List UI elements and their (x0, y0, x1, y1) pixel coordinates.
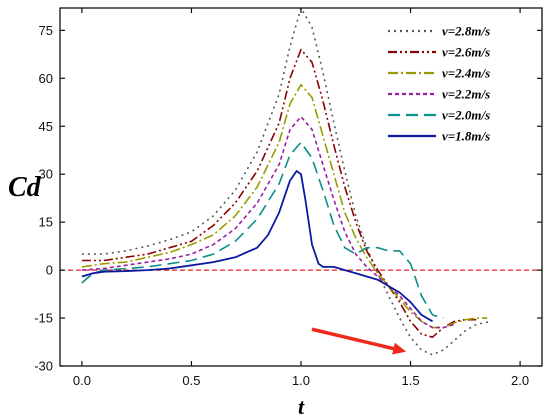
x-tick-label: 1.0 (292, 373, 310, 388)
plot-frame (59, 7, 543, 367)
legend-label-5: v=1.8m/s (442, 129, 490, 144)
legend: v=2.8m/s v=2.6m/s v=2.4m/s v=2.2m/s v=2.0m/s… (388, 24, 490, 144)
series-line-5 (81, 170, 433, 323)
y-axis-title: Cd (8, 172, 42, 203)
series-line-0 (81, 7, 492, 356)
x-tick-label: 0.5 (182, 373, 200, 388)
y-tick-label: 30 (39, 167, 53, 182)
series-line-4 (81, 141, 444, 319)
annotation-arrow-head (392, 342, 407, 355)
legend-label-4: v=2.0m/s (442, 108, 490, 123)
y-tick-label: -30 (34, 359, 53, 374)
x-tick-label: 0.0 (73, 373, 91, 388)
y-tick-label: 45 (39, 119, 53, 134)
y-tick-label: 15 (39, 215, 53, 230)
y-tick-label: 75 (39, 23, 53, 38)
series-line-2 (81, 83, 488, 329)
legend-label-1: v=2.6m/s (442, 45, 490, 60)
y-tick-label: -15 (34, 311, 53, 326)
legend-label-0: v=2.8m/s (442, 24, 490, 39)
series-line-1 (81, 48, 477, 338)
legend-label-2: v=2.4m/s (442, 66, 490, 81)
annotation-arrow-shaft (311, 327, 394, 351)
x-tick-label: 1.5 (402, 373, 420, 388)
y-tick-label: 0 (46, 263, 53, 278)
x-tick-label: 2.0 (511, 373, 529, 388)
legend-label-3: v=2.2m/s (442, 87, 490, 102)
y-tick-label: 60 (39, 71, 53, 86)
x-axis-title: t (298, 394, 305, 419)
series-line-3 (81, 115, 455, 329)
